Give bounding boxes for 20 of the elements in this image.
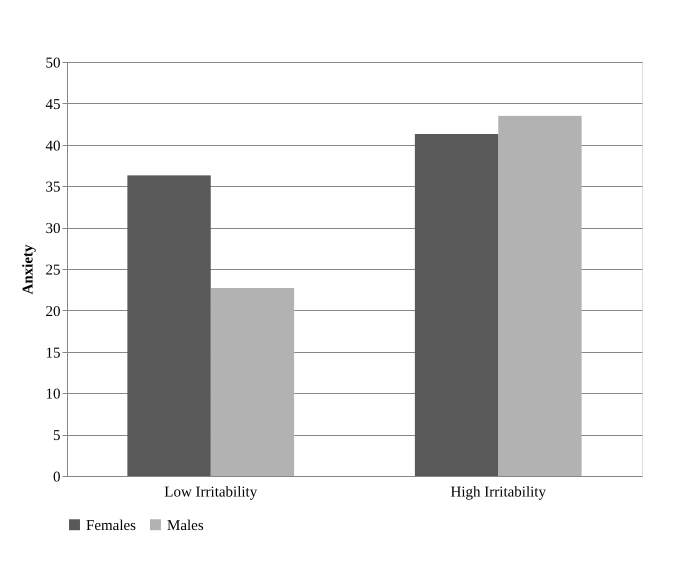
bar (498, 116, 582, 476)
bar (127, 175, 211, 476)
bar (414, 134, 498, 476)
x-tick-label: High Irritability (450, 484, 546, 500)
y-tick-label: 20 (46, 304, 60, 320)
x-tick-label: Low Irritability (164, 484, 258, 500)
y-tick-label: 10 (46, 386, 60, 403)
y-tick-label: 50 (46, 56, 60, 72)
y-tick-label: 0 (53, 470, 60, 486)
legend-label: Males (167, 518, 204, 534)
y-tick-label: 35 (46, 180, 60, 196)
y-tick-label: 15 (46, 345, 60, 362)
y-tick-label: 5 (53, 428, 60, 444)
y-tick-label: 40 (46, 138, 60, 154)
y-axis-title: Anxiety (20, 244, 36, 294)
legend-label: Females (86, 518, 136, 534)
y-tick-label: 25 (46, 262, 60, 278)
y-tick-label: 45 (46, 96, 60, 113)
bar (210, 288, 294, 476)
y-tick-label: 30 (46, 221, 60, 238)
